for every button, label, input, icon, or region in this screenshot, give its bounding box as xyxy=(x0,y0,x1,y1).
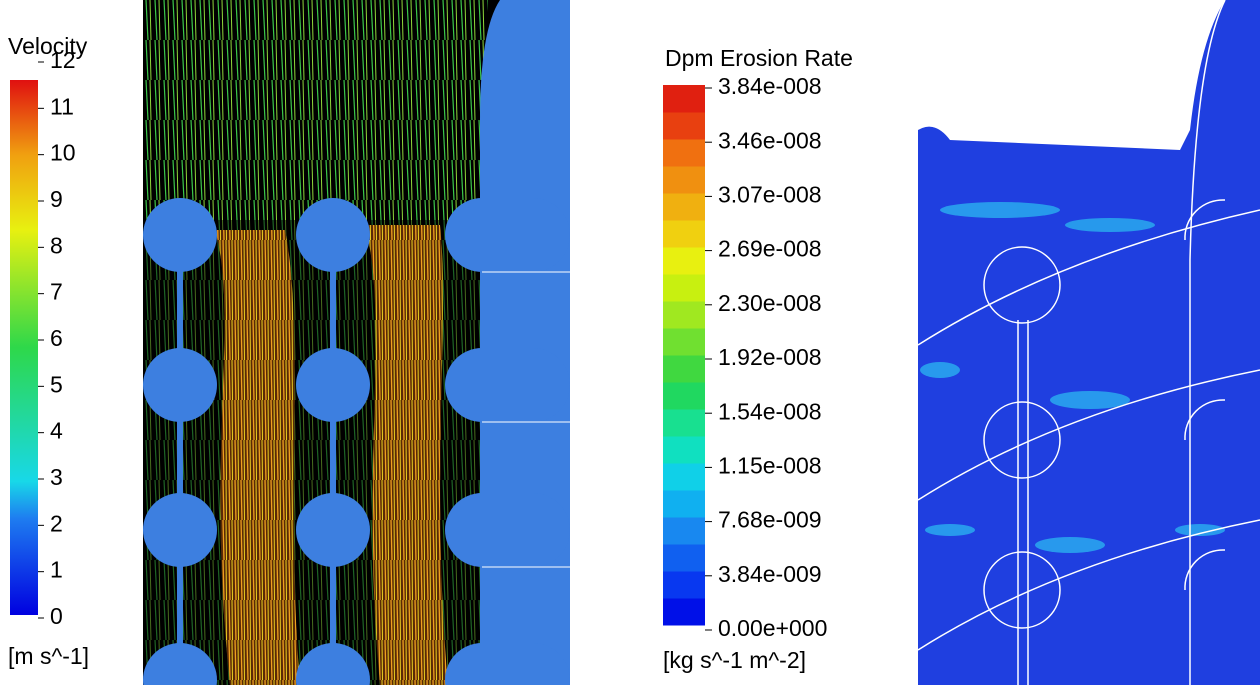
color-band xyxy=(663,490,705,518)
color-band xyxy=(663,328,705,356)
tick-label: 5 xyxy=(50,371,63,397)
color-band xyxy=(663,193,705,221)
tick-label: 4 xyxy=(50,418,63,444)
legend-ticks: 3.84e-008 3.46e-008 3.07e-008 2.69e-008 2.30… xyxy=(705,73,827,641)
color-bar xyxy=(10,80,38,615)
color-band xyxy=(663,85,705,113)
tick-label: 1.54e-008 xyxy=(718,398,822,424)
tick-label: 1.92e-008 xyxy=(718,344,822,370)
tick-label: 3 xyxy=(50,464,63,490)
color-band xyxy=(663,112,705,140)
tick-label: 2 xyxy=(50,510,63,536)
color-band xyxy=(663,247,705,275)
color-band xyxy=(663,139,705,167)
color-band xyxy=(663,436,705,464)
tick-label: 0.00e+000 xyxy=(718,615,827,641)
color-band xyxy=(663,571,705,599)
streamline-image xyxy=(143,0,570,685)
tick-label: 12 xyxy=(50,47,76,73)
tick-label: 3.46e-008 xyxy=(718,127,822,153)
color-band xyxy=(663,301,705,329)
tick-label: 7.68e-009 xyxy=(718,507,822,533)
tick-label: 8 xyxy=(50,232,63,258)
legend-unit: [m s^-1] xyxy=(8,643,89,669)
color-band xyxy=(663,355,705,383)
color-band xyxy=(663,409,705,437)
tick-label: 9 xyxy=(50,186,63,212)
tick-label: 6 xyxy=(50,325,63,351)
color-band xyxy=(663,382,705,410)
tick-label: 7 xyxy=(50,279,63,305)
tick-label: 10 xyxy=(50,140,76,166)
tick-label: 2.69e-008 xyxy=(718,236,822,262)
color-band xyxy=(663,517,705,545)
color-band xyxy=(663,463,705,491)
tick-label: 3.84e-008 xyxy=(718,73,822,99)
tick-label: 0 xyxy=(50,603,63,629)
tick-label: 1.15e-008 xyxy=(718,452,822,478)
color-band xyxy=(663,274,705,302)
tick-label: 1 xyxy=(50,557,63,583)
tick-label: 3.07e-008 xyxy=(718,181,822,207)
tick-label: 3.84e-009 xyxy=(718,561,822,587)
color-band xyxy=(663,598,705,626)
erosion-image xyxy=(918,0,1260,685)
color-band xyxy=(663,544,705,572)
tick-label: 2.30e-008 xyxy=(718,290,822,316)
legend-title: Dpm Erosion Rate xyxy=(665,45,853,71)
legend-unit: [kg s^-1 m^-2] xyxy=(663,647,806,673)
color-band xyxy=(663,220,705,248)
legend-title: Velocity xyxy=(8,33,88,59)
tick-label: 11 xyxy=(50,93,74,119)
color-band xyxy=(663,166,705,194)
color-bar xyxy=(663,85,705,626)
figure: Velocity [m s^-1] 1211109876543210 Dpm E… xyxy=(0,0,1260,685)
